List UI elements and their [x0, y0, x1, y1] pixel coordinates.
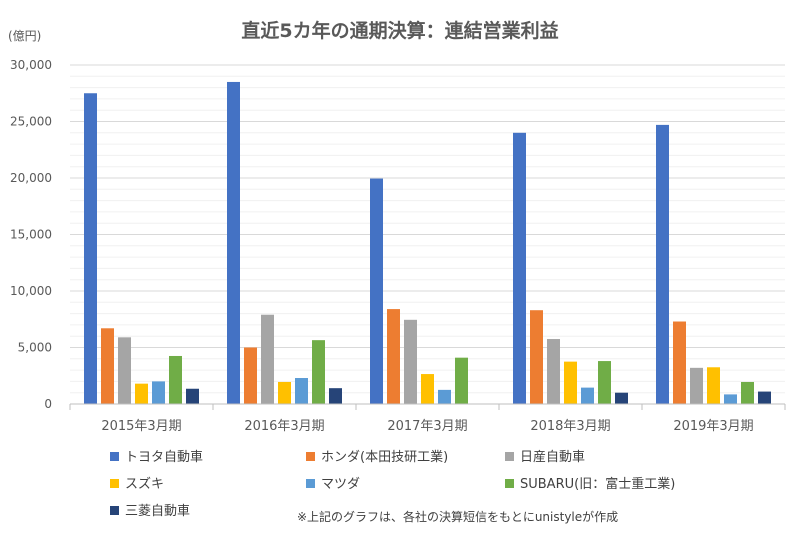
source-note: ※上記のグラフは、各社の決算短信をもとにunistyleが作成 — [297, 509, 618, 524]
bar — [278, 381, 291, 404]
y-tick-label: 10,000 — [10, 284, 52, 298]
x-tick-label: 2015年3月期 — [101, 419, 181, 434]
y-axis-ticks: 0 5,000 10,000 15,000 20,000 25,000 30,000 — [10, 58, 52, 411]
bar — [421, 374, 434, 404]
x-tick-label: 2019年3月期 — [673, 419, 753, 434]
chart-title: 直近5カ年の通期決算：連結営業利益 — [241, 19, 558, 42]
bar — [295, 378, 308, 404]
bar — [244, 347, 257, 404]
bar — [438, 389, 451, 404]
legend-swatch — [505, 452, 514, 461]
bar — [152, 381, 165, 404]
legend-swatch — [110, 479, 119, 488]
bar — [169, 355, 182, 404]
x-tick-label: 2016年3月期 — [244, 419, 324, 434]
bar — [261, 314, 274, 404]
bar — [118, 337, 131, 404]
bar — [690, 367, 703, 404]
legend-swatch — [306, 452, 315, 461]
legend-label: マツダ — [321, 477, 360, 492]
y-axis-unit-label: (億円) — [8, 29, 41, 43]
bar — [387, 309, 400, 404]
legend-label: SUBARU(旧：富士重工業) — [520, 476, 675, 492]
bar — [370, 178, 383, 404]
y-tick-label: 5,000 — [18, 341, 52, 355]
legend-label: トヨタ自動車 — [125, 450, 203, 465]
bar — [530, 310, 543, 404]
bar — [673, 321, 686, 404]
legend-swatch — [110, 452, 119, 461]
bar — [741, 381, 754, 404]
legend-swatch — [306, 479, 315, 488]
bar — [598, 361, 611, 404]
bar — [227, 81, 240, 404]
y-tick-label: 0 — [44, 397, 52, 411]
bar — [724, 394, 737, 404]
bar — [329, 388, 342, 404]
bar — [101, 328, 114, 404]
bar-series — [84, 81, 771, 405]
bar — [615, 392, 628, 404]
bar — [513, 132, 526, 405]
y-tick-label: 15,000 — [10, 228, 52, 242]
legend-label: 日産自動車 — [520, 449, 585, 465]
bar — [656, 124, 669, 404]
bar — [564, 361, 577, 404]
legend-label: ホンダ(本田技研工業) — [321, 449, 448, 465]
x-tick-label: 2017年3月期 — [387, 419, 467, 434]
legend-swatch — [110, 506, 119, 515]
legend-label: 三菱自動車 — [125, 504, 190, 519]
bar — [84, 93, 97, 404]
bar — [547, 339, 560, 404]
legend-swatch — [505, 479, 514, 488]
legend-label: スズキ — [125, 476, 164, 492]
bar — [455, 357, 468, 404]
y-tick-label: 30,000 — [10, 58, 52, 72]
bar — [404, 319, 417, 404]
y-tick-label: 25,000 — [10, 115, 52, 129]
x-tick-label: 2018年3月期 — [530, 419, 610, 434]
bar — [186, 388, 199, 404]
x-axis-ticks: 2015年3月期 2016年3月期 2017年3月期 2018年3月期 2019年3月期 — [69, 404, 786, 434]
bar — [312, 340, 325, 404]
bar — [581, 387, 594, 404]
bar — [707, 367, 720, 404]
y-tick-label: 20,000 — [10, 171, 52, 185]
bar — [135, 383, 148, 404]
bar — [758, 391, 771, 404]
